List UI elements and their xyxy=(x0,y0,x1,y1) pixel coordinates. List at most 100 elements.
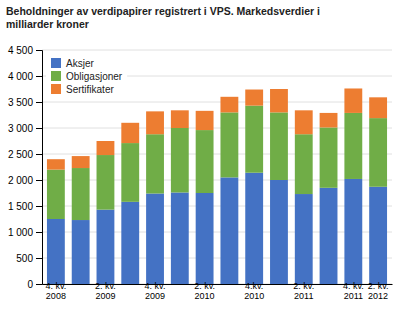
tick: 4.kv.2010 xyxy=(244,281,264,301)
bar xyxy=(369,187,387,284)
bar xyxy=(320,188,338,284)
bar xyxy=(47,170,65,219)
bar xyxy=(146,111,164,134)
bar xyxy=(47,159,65,169)
bar xyxy=(47,219,65,284)
bar xyxy=(171,128,189,192)
bar xyxy=(220,177,238,284)
bar xyxy=(270,89,288,112)
grid-line xyxy=(42,102,392,103)
axis-line xyxy=(36,51,43,285)
bar xyxy=(295,194,313,284)
tick-mark xyxy=(36,102,42,103)
tick: 2. kv.2012 xyxy=(368,281,389,301)
bar xyxy=(146,194,164,284)
tick-label: 2. kv.2010 xyxy=(194,281,215,301)
bar xyxy=(196,193,214,284)
tick-label: 2. kv.2012 xyxy=(368,281,389,301)
tick-label: 2. kv.2011 xyxy=(293,281,314,301)
bar xyxy=(270,180,288,284)
legend-swatch xyxy=(51,71,61,81)
bar xyxy=(72,156,90,168)
tick-label: 4 500 xyxy=(8,45,33,56)
grid-line xyxy=(42,258,392,259)
grid-line xyxy=(42,154,392,155)
tick-mark xyxy=(36,154,42,155)
legend-label: Obligasjoner xyxy=(66,71,123,82)
bar xyxy=(121,143,139,202)
tick-label: 4. kv.2009 xyxy=(145,281,166,301)
tick-mark xyxy=(36,232,42,233)
series xyxy=(47,88,387,169)
tick-mark xyxy=(36,258,42,259)
tick: 2 000 xyxy=(8,175,42,186)
tick: 2. kv.2011 xyxy=(293,281,314,301)
bar xyxy=(245,90,263,106)
tick-label: 4. kv.2008 xyxy=(45,281,66,301)
tick: 2. kv.2009 xyxy=(95,281,116,301)
tick-label: 2 000 xyxy=(8,175,33,186)
tick-label: 4 000 xyxy=(8,71,33,82)
bar xyxy=(369,118,387,187)
bar xyxy=(245,173,263,284)
bar xyxy=(369,97,387,118)
tick-label: 3 500 xyxy=(8,97,33,108)
tick: 1 500 xyxy=(8,201,42,212)
bar xyxy=(72,220,90,284)
tick-mark xyxy=(36,206,42,207)
bar xyxy=(97,155,115,210)
tick-label: 4.kv.2010 xyxy=(244,281,264,301)
tick-mark xyxy=(36,50,42,51)
y-axis: 0 500 1 000 1 500 2 000 2 500 3 000 3 500 4 000 4… xyxy=(8,45,43,290)
bar xyxy=(344,88,362,112)
tick-label: 4. kv.2011 xyxy=(343,281,364,301)
grid-line xyxy=(42,180,392,181)
grid-line xyxy=(42,50,392,51)
tick: 4. kv.2011 xyxy=(343,281,364,301)
tick: 4 500 xyxy=(8,45,42,56)
bar xyxy=(344,113,362,179)
bar xyxy=(121,202,139,284)
tick-label: 1 000 xyxy=(8,227,33,238)
title: Beholdninger av verdipapirer registrert … xyxy=(6,5,320,30)
bar xyxy=(97,141,115,155)
tick-label: 500 xyxy=(16,253,33,264)
tick: 2 500 xyxy=(8,149,42,160)
tick-label: 2 500 xyxy=(8,149,33,160)
bar xyxy=(270,112,288,180)
tick-mark xyxy=(36,76,42,77)
bar xyxy=(171,110,189,128)
tick-label: 3 000 xyxy=(8,123,33,134)
bar xyxy=(320,127,338,187)
legend-label: Aksjer xyxy=(66,58,94,69)
bar xyxy=(146,134,164,193)
legend-swatch xyxy=(51,84,61,94)
tick-label: 1 500 xyxy=(8,201,33,212)
bar xyxy=(97,210,115,284)
bar xyxy=(171,192,189,284)
legend-background xyxy=(46,52,127,99)
grid-line xyxy=(42,206,392,207)
tick: 1 000 xyxy=(8,227,42,238)
bar xyxy=(196,111,214,130)
bar xyxy=(295,134,313,194)
tick-mark xyxy=(36,180,42,181)
grid-line xyxy=(42,232,392,233)
bar xyxy=(121,123,139,143)
bar xyxy=(295,110,313,134)
tick-label: 2. kv.2009 xyxy=(95,281,116,301)
tick: 4. kv.2009 xyxy=(145,281,166,301)
series xyxy=(47,106,387,220)
tick: 0 xyxy=(27,279,42,290)
bar xyxy=(220,97,238,113)
tick-mark xyxy=(36,128,42,129)
legend: AksjerObligasjonerSertifikater xyxy=(46,52,127,99)
legend-swatch xyxy=(51,58,61,68)
bar xyxy=(220,112,238,177)
tick: 4. kv.2008 xyxy=(45,281,66,301)
bar xyxy=(196,130,214,193)
bar xyxy=(72,168,90,220)
bar xyxy=(344,179,362,284)
tick-label: 0 xyxy=(27,279,33,290)
plot-area xyxy=(47,88,387,284)
